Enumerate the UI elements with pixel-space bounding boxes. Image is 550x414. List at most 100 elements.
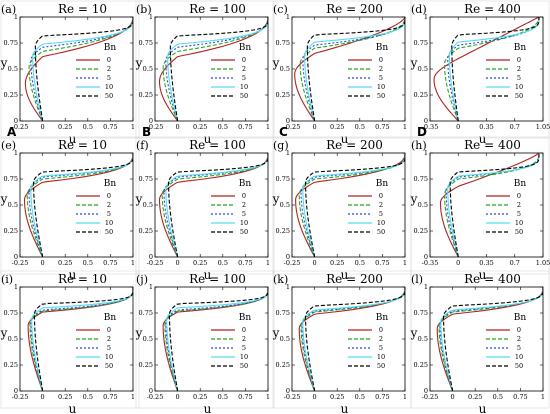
panel-label: (l) — [411, 273, 423, 286]
series-line-bn-0 — [158, 17, 268, 121]
x-tick-label: 0.75 — [103, 259, 117, 267]
panel-a: Re = 10(a)-0.25 0 0.25 0.5 0.75 100.250.50.75… — [0, 0, 140, 146]
y-tick-label: 0.75 — [276, 175, 290, 183]
panel-h: Re = 400(h)-0.35 0 0.35 0.7 1.0500.250.50.75… — [410, 136, 550, 282]
panel-title: Re = 200 — [326, 2, 383, 16]
series-line-bn-10 — [302, 153, 405, 257]
legend-entry-bn-10: 10 — [515, 353, 523, 361]
legend-entry-bn-0: 0 — [242, 326, 246, 334]
legend-entry-bn-50: 50 — [240, 362, 248, 370]
legend-entry-bn-5: 5 — [517, 210, 521, 218]
panel-frame — [135, 0, 275, 139]
y-axis-label: y — [0, 192, 8, 206]
legend-entry-bn-2: 2 — [107, 335, 111, 343]
y-tick-label: 0.25 — [4, 361, 18, 369]
y-tick-label: 0.75 — [414, 309, 428, 317]
panel-frame — [410, 136, 550, 275]
panel-l: Re = 400(l)-0.25 0 0.25 0.5 0.75 100.250.50.7… — [410, 270, 550, 414]
x-tick-label: 1 — [403, 259, 407, 267]
legend-entry-bn-5: 5 — [107, 344, 111, 352]
x-axis-label: u — [204, 268, 212, 282]
x-tick-label: 1.05 — [536, 123, 550, 131]
y-tick-label: 0.5 — [280, 65, 290, 73]
x-tick-label: 0.75 — [375, 393, 389, 401]
y-tick-label: 0 — [424, 253, 428, 261]
x-tick-label: 0.25 — [58, 259, 72, 267]
panel-title: Re = 10 — [58, 2, 107, 16]
legend-title: Bn — [239, 313, 252, 323]
legend-entry-bn-5: 5 — [379, 344, 383, 352]
panel-d: Re = 400(d)-0.35 0 0.35 0.7 1.0500.250.50.75… — [410, 0, 550, 146]
panel-label: (k) — [273, 273, 288, 286]
panel-label: (a) — [1, 3, 16, 16]
x-tick-label: 0 — [41, 123, 45, 131]
panel-frame — [0, 136, 140, 275]
x-tick-label: 0.75 — [513, 393, 527, 401]
legend-entry-bn-0: 0 — [107, 56, 111, 64]
y-tick-label: 1 — [286, 149, 290, 157]
legend-entry-bn-50: 50 — [377, 228, 385, 236]
y-tick-label: 0.25 — [276, 227, 290, 235]
panel-title: Re = 400 — [464, 138, 521, 152]
series-line-bn-2 — [161, 153, 268, 257]
corner-label: B — [142, 125, 151, 139]
y-axis-label: y — [135, 56, 143, 70]
series-line-bn-10 — [304, 17, 405, 121]
series-line-bn-5 — [30, 287, 133, 391]
x-axis-label: u — [204, 132, 212, 146]
panel-title: Re = 10 — [58, 272, 107, 286]
legend-entry-bn-50: 50 — [105, 92, 113, 100]
x-tick-label: 0.5 — [83, 123, 93, 131]
y-tick-label: 0 — [286, 117, 290, 125]
panel-label: (f) — [136, 139, 149, 152]
x-tick-label: 0.5 — [83, 393, 93, 401]
panel-title: Re = 100 — [189, 2, 246, 16]
y-tick-label: 0 — [149, 387, 153, 395]
x-tick-label: -0.25 — [147, 123, 164, 131]
y-tick-label: 0.25 — [414, 227, 428, 235]
x-tick-label: 0 — [41, 393, 45, 401]
panel-frame — [0, 0, 140, 139]
legend-entry-bn-2: 2 — [242, 335, 246, 343]
y-tick-label: 0.25 — [414, 91, 428, 99]
legend-entry-bn-0: 0 — [379, 56, 383, 64]
x-tick-label: 0.25 — [58, 393, 72, 401]
legend-entry-bn-2: 2 — [379, 201, 383, 209]
corner-label: D — [417, 125, 427, 139]
legend-entry-bn-50: 50 — [377, 92, 385, 100]
panel-label: (i) — [1, 273, 13, 286]
x-tick-label: -0.25 — [12, 393, 29, 401]
panel-label: (b) — [136, 3, 152, 16]
series-line-bn-5 — [28, 153, 133, 257]
x-tick-label: 0.5 — [218, 123, 228, 131]
legend-entry-bn-50: 50 — [240, 92, 248, 100]
panel-frame — [410, 270, 550, 409]
y-tick-label: 1 — [424, 13, 428, 21]
legend-entry-bn-10: 10 — [240, 353, 248, 361]
series-line-bn-0 — [439, 153, 540, 257]
x-tick-label: -0.35 — [422, 259, 439, 267]
x-tick-label: 0.25 — [330, 123, 344, 131]
x-tick-label: 0.75 — [238, 259, 252, 267]
panel-j: Re = 100(j)-0.25 0 0.25 0.5 0.75 100.250.50.7… — [135, 270, 275, 414]
legend-entry-bn-10: 10 — [377, 83, 385, 91]
x-tick-label: 0 — [313, 259, 317, 267]
x-tick-label: 0 — [176, 393, 180, 401]
legend-entry-bn-50: 50 — [515, 362, 523, 370]
legend-title: Bn — [376, 179, 389, 189]
legend-title: Bn — [514, 43, 527, 53]
y-tick-label: 0.75 — [4, 175, 18, 183]
legend-entry-bn-10: 10 — [105, 83, 113, 91]
x-tick-label: 0.75 — [103, 393, 117, 401]
legend-entry-bn-10: 10 — [240, 219, 248, 227]
panel-frame — [135, 270, 275, 409]
series-line-bn-50 — [449, 153, 540, 257]
series-line-bn-0 — [298, 287, 405, 391]
series-line-bn-50 — [305, 153, 405, 257]
y-tick-label: 0.75 — [276, 309, 290, 317]
x-axis-label: u — [69, 268, 77, 282]
x-tick-label: 0 — [313, 123, 317, 131]
x-tick-label: 0.35 — [479, 259, 493, 267]
x-tick-label: -0.25 — [284, 123, 301, 131]
series-line-bn-50 — [168, 153, 268, 257]
